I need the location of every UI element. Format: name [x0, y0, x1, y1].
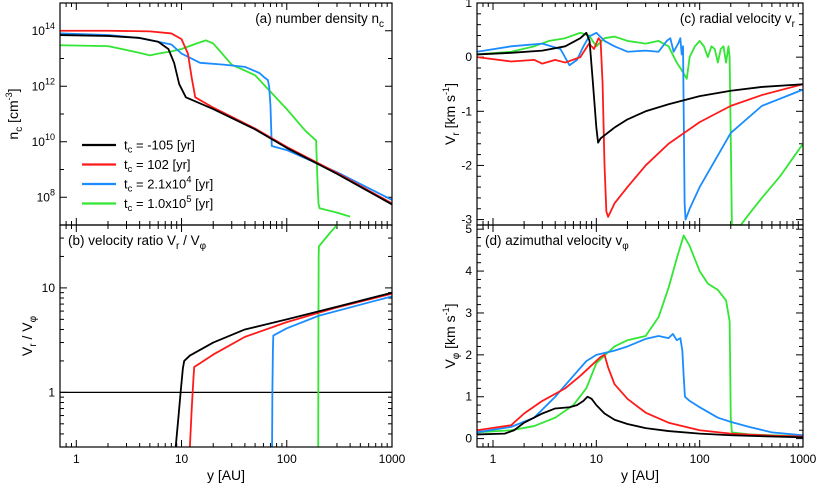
- panel-title-d: (d) azimuthal velocity vφ: [485, 233, 629, 252]
- series-line-a-0: [60, 34, 392, 206]
- x-tick-label: 1: [490, 452, 497, 466]
- x-tick-label: 100: [690, 452, 710, 466]
- series-group-b: [60, 225, 392, 447]
- y-tick-label: 1: [465, 390, 472, 404]
- x-tick-label: 100: [277, 452, 297, 466]
- y-tick-label: -3: [461, 213, 472, 227]
- y-tick-label: 10: [42, 281, 56, 295]
- y-tick-label: 108: [37, 187, 55, 204]
- y-tick-label: 5: [465, 222, 472, 236]
- y-axis-label: nc [cm-3]: [4, 88, 25, 139]
- series-line-b-0: [174, 291, 392, 447]
- series-line-d-1: [477, 353, 803, 438]
- series-group-a: [60, 29, 392, 218]
- series-line-d-0: [477, 395, 803, 439]
- y-tick-label: 0: [465, 432, 472, 446]
- ticks-b: [59, 224, 393, 448]
- series-line-a-3: [60, 39, 351, 218]
- panel-d: 0 1 2 3 4 5 1 10 100 1000 y [AU] Vφ [km s-1] (d) azi…: [441, 222, 817, 483]
- ticks-d: [476, 225, 804, 448]
- panel-b: 1 10 1 10 100 1000 y [AU] Vr / Vφ​ (b) velocity …: [19, 224, 406, 483]
- series-line-c-0: [477, 31, 803, 144]
- series-line-d-3: [477, 234, 803, 438]
- series-line-c-3: [477, 31, 803, 225]
- series-line-d-2: [477, 333, 803, 437]
- legend-label: tc = 102 [yr]: [124, 157, 191, 175]
- panel-a: 108 1010 1012 1014 nc [cm-3] (a) number densi…: [4, 2, 393, 226]
- x-axis-label: y [AU]: [207, 467, 245, 483]
- y-tick-label: 1010: [32, 132, 55, 149]
- panel-c: 1 0 -1 -2 -3 Vr [km s-1] (c) radial velocity v…: [441, 0, 804, 227]
- y-tick-label: -2: [461, 158, 472, 172]
- legend-label: tc = 1.0x105 [yr]: [124, 194, 213, 214]
- series-group-c: [477, 31, 803, 225]
- plot-frame-d: [476, 224, 804, 448]
- series-line-b-3: [317, 225, 338, 447]
- legend-label: tc = 2.1x104 [yr]: [124, 175, 213, 195]
- y-tick-label: 1: [465, 0, 472, 10]
- y-tick-label: 2: [465, 348, 472, 362]
- series-line-c-2: [477, 31, 803, 221]
- y-tick-label: 4: [465, 264, 472, 278]
- x-tick-label: 10: [175, 452, 189, 466]
- y-tick-label: 3: [465, 306, 472, 320]
- x-tick-label: 10: [590, 452, 604, 466]
- series-group-d: [477, 234, 803, 439]
- series-line-b-1: [188, 292, 392, 447]
- x-tick-label: 1000: [790, 452, 817, 466]
- y-tick-label: 1: [48, 385, 55, 399]
- series-line-c-1: [477, 37, 803, 218]
- x-tick-label: 1: [73, 452, 80, 466]
- panel-title-b: (b) velocity ratio Vr / Vφ: [68, 233, 207, 252]
- y-tick-label: 1014: [32, 21, 55, 38]
- plot-frame-b: [59, 224, 393, 448]
- legend: tc = -105 [yr]tc = 102 [yr]tc = 2.1x104 …: [82, 138, 213, 214]
- panel-title-a: (a) number density nc: [255, 11, 384, 30]
- y-axis-label: Vr [km s-1]: [441, 83, 462, 145]
- x-axis-label: y [AU]: [621, 467, 659, 483]
- y-tick-label: -1: [461, 104, 472, 118]
- legend-label: tc = -105 [yr]: [124, 138, 195, 156]
- series-line-a-2: [60, 32, 392, 201]
- x-tick-label: 1000: [379, 452, 406, 466]
- panel-title-c: (c) radial velocity vr: [680, 11, 796, 30]
- y-tick-label: 1012: [32, 76, 55, 93]
- y-tick-label: 0: [465, 50, 472, 64]
- y-axis-label: Vr / Vφ​: [19, 315, 39, 356]
- series-line-b-2: [271, 295, 392, 447]
- y-axis-label: Vφ [km s-1]: [441, 303, 462, 368]
